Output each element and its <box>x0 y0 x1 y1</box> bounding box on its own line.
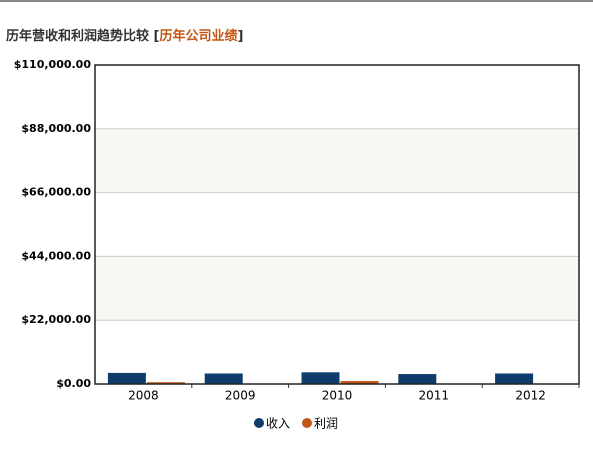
title-text: 历年营收和利润趋势比较 [ <box>6 28 160 44</box>
y-tick-label: $22,000.00 <box>21 313 91 326</box>
y-tick-label: $0.00 <box>56 377 91 390</box>
legend-label: 利润 <box>314 417 338 431</box>
bar <box>301 372 340 384</box>
grid-band <box>95 129 579 193</box>
bar <box>398 374 437 384</box>
title-link[interactable]: 历年公司业绩 <box>159 28 237 44</box>
y-tick-label: $88,000.00 <box>21 122 91 135</box>
y-tick-label: $110,000.00 <box>14 58 92 71</box>
x-tick-label: 2010 <box>322 389 353 403</box>
x-tick-label: 2009 <box>225 389 256 403</box>
title-bracket: ] <box>237 29 243 44</box>
grid-band <box>95 256 579 320</box>
chart-title: 历年营收和利润趋势比较 [历年公司业绩] <box>6 28 243 44</box>
y-tick-label: $44,000.00 <box>21 249 91 262</box>
bar <box>204 373 243 384</box>
x-tick-label: 2008 <box>128 389 159 403</box>
bar <box>495 373 534 384</box>
y-tick-label: $66,000.00 <box>21 186 91 199</box>
plot-area <box>95 65 579 384</box>
legend-marker <box>302 418 312 428</box>
legend-marker <box>254 418 264 428</box>
x-tick-label: 2012 <box>515 389 546 403</box>
x-tick-label: 2011 <box>419 389 450 403</box>
bar <box>107 372 146 384</box>
legend-label: 收入 <box>266 417 290 431</box>
